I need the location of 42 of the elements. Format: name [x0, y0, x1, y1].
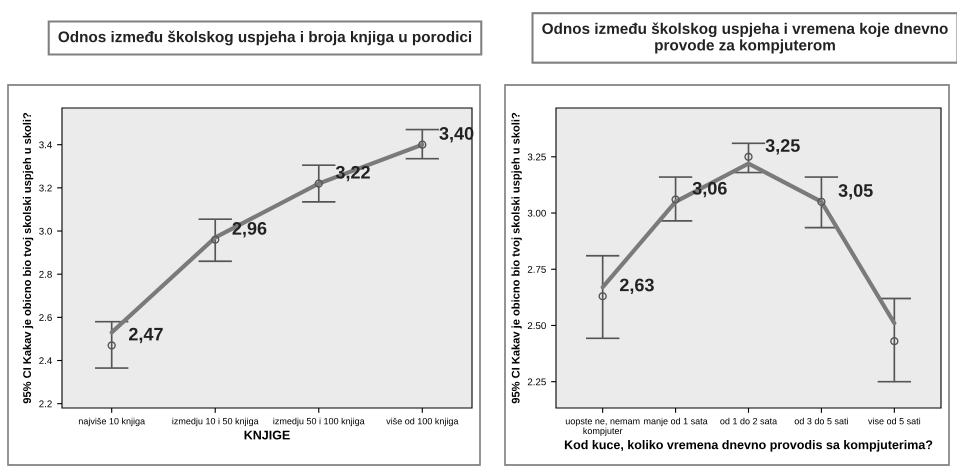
- y-tick-label: 2.2: [39, 400, 52, 408]
- chart-title: Odnos između školskog uspjeha i broja knjiga u porodici: [58, 30, 472, 46]
- point: [108, 341, 116, 350]
- x-tick-label: od 3 do 5 sati: [794, 418, 848, 424]
- chart-title: Odnos između školskog uspjeha i vremena koje dnevno provode za kompjuterom: [542, 22, 948, 54]
- point: [598, 292, 607, 300]
- point: [817, 198, 826, 206]
- y-axis-title: 95% CI Kakav je obicno bio tvoj skolski uspjeh u skoli?: [22, 112, 34, 404]
- data-label: 3,25: [766, 139, 800, 155]
- point: [418, 140, 426, 149]
- point: [211, 235, 220, 244]
- x-tick-label: izmedju 10 i 50 knjiga: [172, 418, 259, 426]
- y-tick-label: 2.25: [528, 378, 546, 386]
- data-label: 2,96: [232, 222, 266, 238]
- x-tick-label: uopste ne, nemam kompjuter: [566, 418, 640, 436]
- x-tick-label: izmedju 50 i 100 knjiga: [273, 418, 365, 426]
- x-tick-label: vise od 5 sati: [868, 418, 920, 424]
- x-tick-label: od 1 do 2 sata: [720, 418, 778, 424]
- point: [314, 179, 323, 188]
- data-label: 2,47: [128, 328, 163, 344]
- y-tick-label: 3.4: [39, 141, 52, 148]
- x-tick-label: najviše 10 knjiga: [78, 418, 146, 426]
- y-tick-label: 2.4: [39, 357, 52, 364]
- y-tick-label: 2.50: [528, 322, 546, 330]
- x-axis-title: Kod kuce, koliko vremena dnevno provodis sa kompjuterima?: [564, 440, 932, 452]
- data-label: 2,63: [620, 278, 654, 294]
- x-tick-label: više od 100 knjiga: [386, 418, 458, 426]
- x-axis-title: KNJIGE: [244, 430, 290, 440]
- y-tick-label: 3.0: [39, 228, 52, 235]
- line-series: [600, 161, 896, 326]
- y-tick-label: 3.2: [39, 184, 52, 192]
- y-axis-title: 95% CI Kakav je obicno bio tvoj skolski uspjeh u skoli?: [511, 112, 522, 404]
- x-tick-label: manje od 1 sata: [644, 418, 708, 426]
- y-tick-label: 3.25: [528, 154, 546, 160]
- point: [890, 337, 898, 346]
- point: [744, 152, 753, 161]
- y-tick-label: 2.75: [528, 266, 546, 273]
- data-label: 3,05: [838, 184, 873, 200]
- y-tick-label: 2.6: [39, 314, 52, 321]
- y-tick-label: 3.00: [528, 210, 546, 217]
- y-tick-label: 2.8: [39, 270, 52, 278]
- point: [671, 195, 680, 204]
